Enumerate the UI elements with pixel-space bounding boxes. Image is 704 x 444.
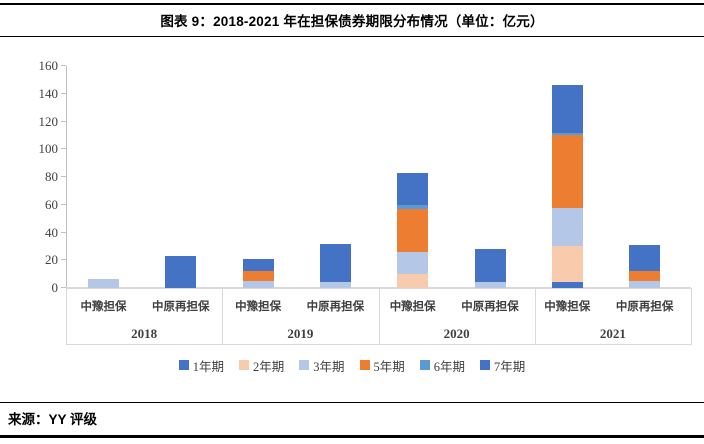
bar-segment-3年期: [88, 278, 119, 288]
category-separator: [691, 288, 692, 345]
figure-title: 图表 9：2018-2021 年在担保债券期限分布情况（单位：亿元）: [160, 14, 544, 29]
category-separator: [66, 288, 67, 345]
y-tick-label: 20: [45, 252, 58, 268]
bar-segment-6年期: [397, 204, 429, 209]
legend-label: 5年期: [373, 359, 405, 374]
legend-label: 6年期: [433, 359, 466, 374]
bar-segment-7年期: [165, 256, 197, 288]
bar-segment-5年期: [629, 271, 661, 282]
x-entity-label: 中豫担保: [389, 301, 436, 313]
legend-item: 5年期: [359, 356, 405, 375]
legend-item: 2年期: [238, 356, 285, 375]
x-entity-label: 中原再担保: [152, 301, 210, 313]
bar-segment-5年期: [551, 135, 583, 208]
legend-swatch-icon: [480, 360, 491, 370]
category-separator: [222, 288, 224, 345]
category-separator: [378, 288, 380, 345]
y-tick-mark: [61, 231, 66, 233]
y-tick-label: 0: [51, 280, 59, 295]
bar-segment-7年期: [242, 258, 274, 272]
legend-item: 6年期: [419, 356, 466, 375]
bar-segment-5年期: [242, 271, 274, 282]
bar-segment-7年期: [319, 243, 351, 283]
title-top-rule: [0, 3, 704, 5]
y-tick-label: 60: [45, 196, 58, 212]
bar-segment-6年期: [551, 132, 583, 136]
y-tick-label: 160: [38, 58, 59, 73]
x-year-label: 2019: [287, 326, 314, 341]
source-label: 来源：YY 评级: [8, 412, 98, 427]
bar-segment-1年期: [551, 282, 583, 288]
x-entity-label: 中原再担保: [461, 301, 519, 313]
page-bottom-rule: [0, 435, 704, 438]
bar-segment-3年期: [397, 251, 429, 275]
bar-segment-7年期: [551, 85, 583, 133]
y-tick-mark: [61, 287, 66, 288]
y-tick-mark: [61, 120, 66, 122]
source-top-rule: [0, 402, 704, 403]
y-tick-mark: [61, 65, 66, 66]
x-entity-label: 中豫担保: [544, 301, 591, 313]
y-axis-line: [66, 66, 67, 288]
y-tick-mark: [61, 148, 66, 150]
bar-segment-3年期: [629, 281, 661, 288]
bar-segment-7年期: [397, 172, 429, 205]
x-entity-label: 中豫担保: [80, 301, 127, 313]
legend-label: 2年期: [252, 359, 285, 374]
bar-segment-3年期: [242, 281, 274, 288]
legend-label: 7年期: [494, 359, 526, 374]
legend-item: 3年期: [299, 356, 345, 375]
bar-segment-7年期: [474, 249, 506, 283]
y-tick-label: 140: [38, 85, 59, 101]
legend-swatch-icon: [419, 360, 430, 370]
bar-segment-3年期: [319, 282, 351, 288]
title-bottom-rule: [0, 36, 704, 37]
y-tick-mark: [61, 203, 66, 205]
legend-label: 3年期: [313, 359, 345, 374]
x-year-label: 2018: [131, 326, 158, 341]
x-entity-label: 中豫担保: [235, 301, 282, 313]
bar-segment-2年期: [551, 246, 583, 283]
y-tick-mark: [61, 176, 66, 177]
bar-segment-3年期: [551, 207, 583, 247]
bar-segment-7年期: [629, 244, 661, 272]
y-tick-label: 100: [38, 141, 59, 157]
x-year-label: 2020: [443, 326, 470, 341]
legend-swatch-icon: [299, 360, 310, 370]
legend-item: 7年期: [480, 356, 525, 375]
y-tick-label: 120: [38, 113, 59, 129]
x-entity-label: 中原再担保: [615, 301, 674, 313]
y-tick-mark: [61, 259, 66, 261]
bar-segment-2年期: [397, 274, 429, 288]
x-entity-label: 中原再担保: [306, 301, 365, 313]
legend-label: 1年期: [192, 359, 224, 374]
legend-item: 1年期: [178, 356, 224, 375]
legend-swatch-icon: [178, 360, 189, 370]
bar-segment-5年期: [397, 208, 429, 252]
y-tick-label: 80: [45, 169, 58, 184]
y-tick-label: 40: [45, 224, 58, 240]
category-separator: [534, 288, 536, 345]
legend-swatch-icon: [238, 360, 249, 370]
y-tick-mark: [61, 92, 66, 94]
chart-legend: 1年期 2年期 3年期 5年期 6年期 7年期: [0, 356, 704, 375]
legend-swatch-icon: [359, 360, 370, 370]
bar-segment-3年期: [474, 282, 506, 288]
x-year-label: 2021: [599, 326, 626, 341]
